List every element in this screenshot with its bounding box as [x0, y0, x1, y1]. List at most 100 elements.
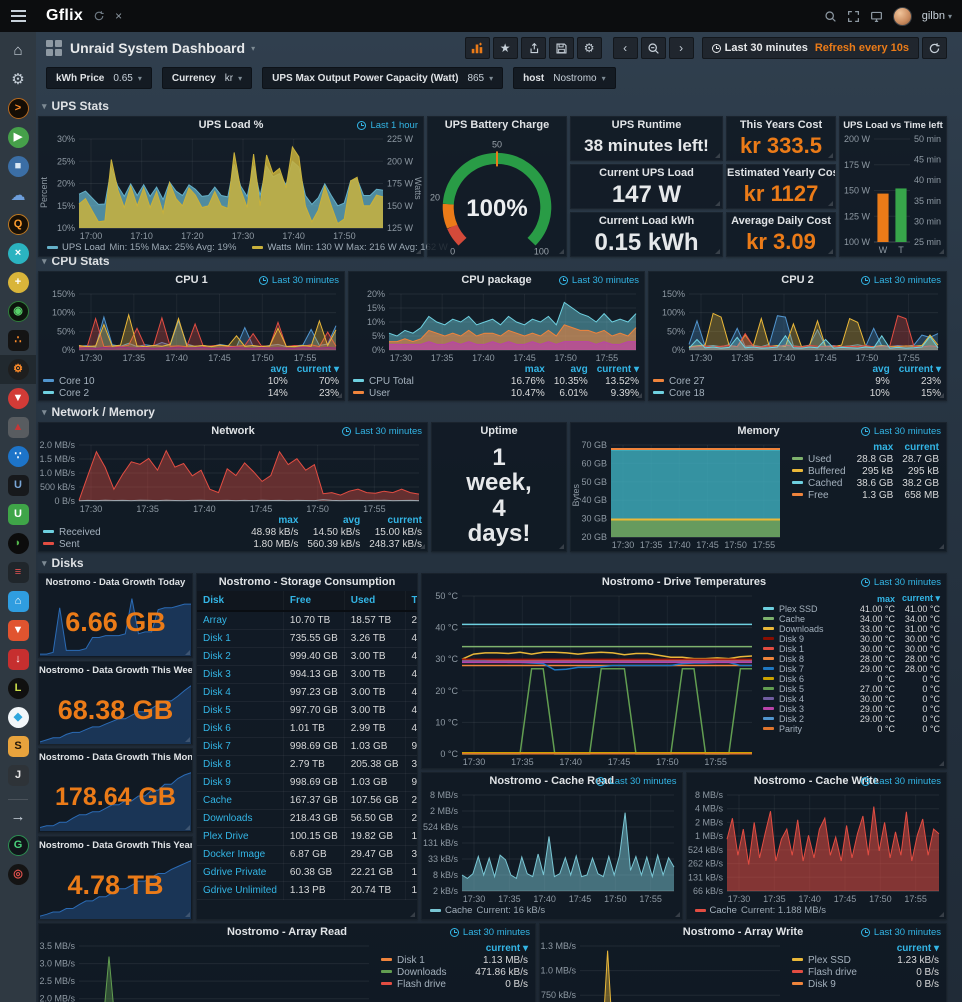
sidebar-item-app-emby[interactable]: ◗ [0, 529, 36, 558]
sidebar-item-app-water-drop[interactable]: ◆ [0, 703, 36, 732]
variable-host[interactable]: host Nostromo ▾ [513, 67, 616, 89]
legend-column-header[interactable]: avg [342, 515, 361, 526]
legend-column-header[interactable]: max [524, 364, 545, 375]
legend-label[interactable]: Received [39, 527, 247, 539]
sidebar-item-app-yellow-cross[interactable]: + [0, 268, 36, 297]
sidebar-item-app-jacket[interactable]: J [0, 761, 36, 790]
legend-column-header[interactable]: avg [270, 364, 288, 375]
legend-label[interactable]: Core 18 [649, 388, 866, 400]
panel-title[interactable]: This Years Cost [739, 119, 823, 131]
panel-time-range[interactable]: Last 30 minutes [860, 927, 941, 938]
panel-title[interactable]: Nostromo - Cache Read [489, 775, 615, 787]
legend-column-header[interactable]: avg [570, 364, 588, 375]
legend-label[interactable]: Cache [760, 614, 857, 624]
dashboard-settings-button[interactable]: ⚙ [576, 37, 602, 59]
legend-item[interactable]: UPS Load Min: 15% Max: 25% Avg: 19% [47, 242, 236, 253]
sidebar-item-github[interactable]: G [0, 831, 36, 860]
avatar[interactable] [892, 6, 912, 26]
variable-value[interactable]: 0.65 [113, 72, 133, 84]
row-header-network-memory[interactable]: ▾ Network / Memory [42, 405, 155, 419]
legend-label[interactable]: Disk 4 [760, 694, 857, 704]
sidebar-item-app-orange-arrow[interactable]: > [0, 94, 36, 123]
sidebar-item-app-cloud[interactable]: ☁ [0, 181, 36, 210]
close-playlist-icon[interactable]: × [115, 9, 123, 23]
sidebar-item-app-download[interactable]: ↓ [0, 645, 36, 674]
zoom-out-time-button[interactable] [640, 37, 666, 59]
sidebar-item-app-teal-cross[interactable]: × [0, 239, 36, 268]
panel-title[interactable]: Network [211, 425, 255, 437]
row-header-disks[interactable]: ▾ Disks [42, 556, 84, 570]
panel-title[interactable]: UPS Runtime [611, 119, 682, 131]
panel-title[interactable]: Current UPS Load [599, 167, 694, 180]
row-header-ups-stats[interactable]: ▾ UPS Stats [42, 99, 109, 113]
legend-label[interactable]: Flash drive [377, 979, 471, 991]
share-dashboard-button[interactable] [520, 37, 546, 59]
sidebar-item-app-switch[interactable]: ≡ [0, 558, 36, 587]
save-dashboard-button[interactable] [548, 37, 574, 59]
panel-time-range[interactable]: Last 30 minutes [860, 776, 941, 787]
panel-time-range[interactable]: Last 30 minutes [449, 927, 530, 938]
legend-label[interactable]: Disk 5 [760, 684, 857, 694]
panel-title[interactable]: Nostromo - Storage Consumption [218, 576, 396, 588]
legend-label[interactable]: Disk 8 [760, 654, 857, 664]
legend-label[interactable]: Disk 1 [377, 955, 471, 967]
legend-column-header[interactable]: max [278, 515, 299, 526]
user-menu[interactable]: gilbn ▾ [922, 10, 952, 22]
variable-value[interactable]: 865 [467, 72, 485, 84]
legend-label[interactable]: Buffered [788, 466, 853, 478]
panel-title[interactable]: Estimated Yearly Cost [727, 167, 835, 180]
variable-currency[interactable]: Currency kr ▾ [161, 67, 253, 89]
panel-time-range[interactable]: Last 30 minutes [860, 577, 941, 588]
legend-column-header[interactable]: current [904, 442, 939, 453]
panel-title[interactable]: Average Daily Cost [731, 215, 831, 228]
sidebar-item-app-red-shield[interactable]: ▼ [0, 384, 36, 413]
panel-title[interactable]: Nostromo - Data Growth Today [45, 577, 186, 588]
sidebar-item-app-sab[interactable]: S [0, 732, 36, 761]
legend-column-header[interactable]: current [387, 515, 422, 526]
panel-time-range[interactable]: Last 30 minutes [341, 426, 422, 437]
sidebar-item-app-home-automation[interactable]: ⌂ [0, 587, 36, 616]
star-dashboard-button[interactable]: ★ [492, 37, 518, 59]
menu-toggle-button[interactable] [0, 0, 36, 32]
legend-label[interactable]: Disk 9 [788, 979, 893, 991]
legend-label[interactable]: Disk 3 [760, 704, 857, 714]
legend-column-header[interactable]: current ▾ [901, 593, 940, 603]
variable-ups-max-output-power-capacity-watt-[interactable]: UPS Max Output Power Capacity (Watt) 865 ▾ [262, 67, 504, 89]
legend-label[interactable]: Downloads [760, 624, 857, 634]
legend-label[interactable]: Parity [760, 724, 857, 734]
panel-title[interactable]: Nostromo - Array Read [226, 926, 347, 938]
legend-column-header[interactable]: max [873, 442, 894, 453]
sidebar-item-app-u-dark[interactable]: U [0, 471, 36, 500]
time-picker[interactable]: Last 30 minutes Refresh every 10s [701, 37, 919, 59]
legend-column-header[interactable]: current ▾ [596, 364, 639, 375]
legend-column-header[interactable]: current ▾ [485, 943, 528, 954]
panel-time-range[interactable]: Last 30 minutes [860, 275, 941, 286]
legend-column-header[interactable]: current ▾ [898, 364, 941, 375]
legend-label[interactable]: Core 2 [39, 388, 264, 400]
cycle-view-icon[interactable] [93, 10, 105, 22]
sidebar-item-home[interactable]: ⌂ [0, 36, 36, 65]
legend-item[interactable]: Cache Current: 16 kB/s [430, 905, 545, 916]
panel-title[interactable]: Current Load kWh [598, 215, 695, 228]
panel-time-range[interactable]: Last 30 minutes [558, 275, 639, 286]
variable-kwh-price[interactable]: kWh Price 0.65 ▾ [46, 67, 152, 89]
fullscreen-icon[interactable] [847, 10, 860, 23]
dashboard-title[interactable]: Unraid System Dashboard [70, 40, 246, 56]
table-column-header[interactable]: Used [344, 591, 406, 612]
legend-item[interactable]: Watts Min: 130 W Max: 216 W Avg: 162 W [252, 242, 448, 253]
add-panel-button[interactable] [464, 37, 490, 59]
table-column-header[interactable]: Disk [197, 591, 284, 612]
sidebar-item-lifebuoy[interactable]: ◎ [0, 860, 36, 889]
table-column-header[interactable]: Total [405, 591, 417, 612]
panel-time-range[interactable]: Last 1 hour [357, 120, 418, 131]
legend-label[interactable]: Used [788, 454, 853, 466]
panel-time-range[interactable]: Last 30 minutes [258, 275, 339, 286]
time-range-forward-button[interactable]: › [668, 37, 694, 59]
panel-title[interactable]: Nostromo - Cache Write [753, 775, 879, 787]
panel-time-range[interactable]: Last 30 minutes [860, 426, 941, 437]
sidebar-item-app-blue-dots[interactable]: ∵ [0, 442, 36, 471]
panel-title[interactable]: Nostromo - Array Write [682, 926, 804, 938]
dashboard-title-caret[interactable]: ▾ [251, 43, 256, 53]
sidebar-item-grafana[interactable]: ⚙ [0, 355, 36, 384]
legend-column-header[interactable]: avg [872, 364, 890, 375]
